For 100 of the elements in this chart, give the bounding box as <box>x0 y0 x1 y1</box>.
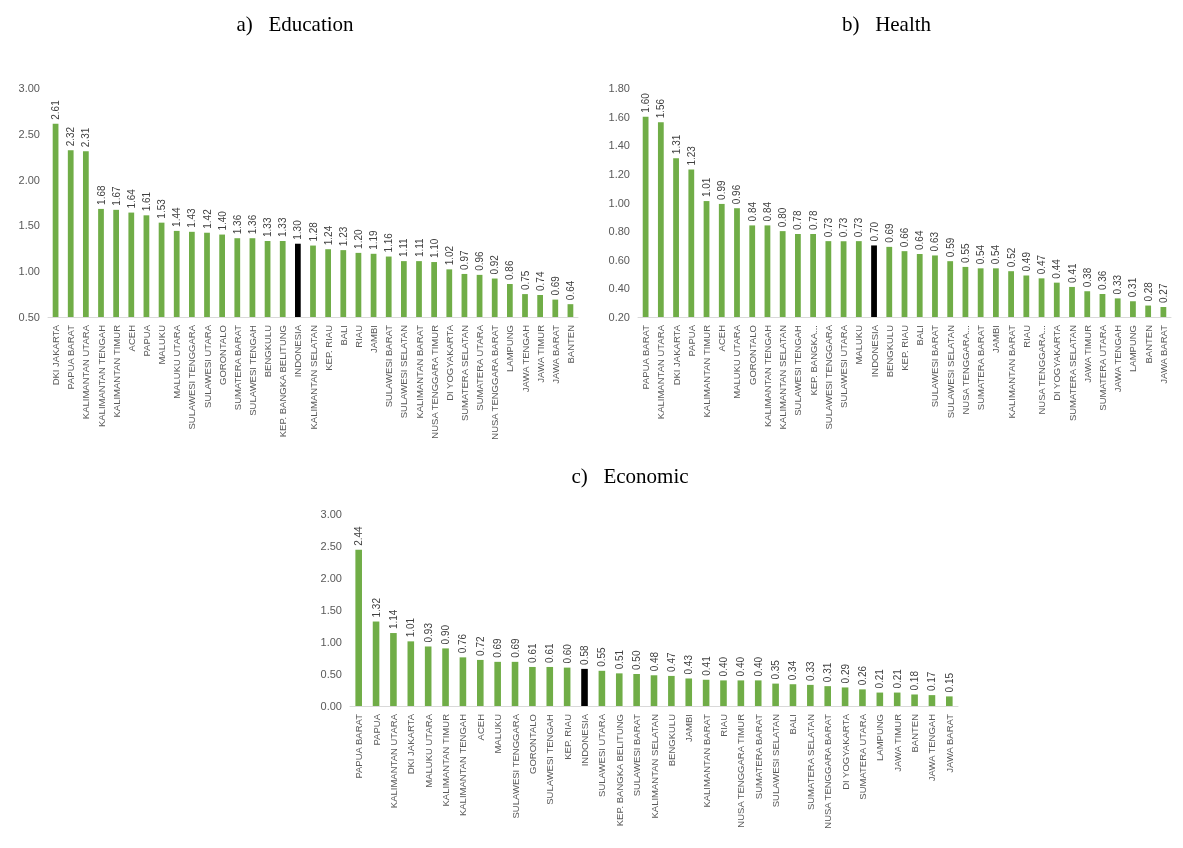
x-tick-label: RIAU <box>352 324 364 348</box>
bar <box>494 661 501 706</box>
x-tick-label: PAPUA BARAT <box>353 713 365 779</box>
bar <box>581 668 588 706</box>
x-tick-label: JAMBI <box>368 325 380 353</box>
x-tick-label: SULAWESI UTARA <box>838 324 850 408</box>
data-label: 0.34 <box>787 660 799 681</box>
chart-title: a) Education <box>236 11 355 36</box>
data-label: 0.69 <box>509 637 521 658</box>
bar <box>407 641 415 706</box>
x-tick-label: KALIMANTAN UTARA <box>80 324 92 420</box>
x-tick-label: MALUKU <box>853 324 865 365</box>
x-tick-label: SULAWESI BARAT <box>929 324 941 408</box>
data-label: 1.68 <box>95 185 107 205</box>
x-tick-label: SULAWESI UTARA <box>201 324 213 408</box>
data-label: 2.32 <box>65 126 77 147</box>
x-tick-label: BENGKULU <box>883 324 895 378</box>
data-label: 0.52 <box>1005 247 1017 268</box>
x-tick-label: SULAWESI TENGAH <box>544 713 556 805</box>
y-tick-label: 3.00 <box>320 508 342 520</box>
data-label: 0.26 <box>856 665 868 686</box>
bar <box>946 696 953 706</box>
chart-title: c) Economic <box>571 463 689 488</box>
data-label: 0.28 <box>1142 281 1154 302</box>
x-tick-label: KEP. BANGKA BELITUNG <box>613 714 625 827</box>
data-label: 1.33 <box>262 217 274 237</box>
x-tick-label: GORONTALO <box>216 325 228 385</box>
x-tick-label: JAWA TIMUR <box>891 713 903 772</box>
x-tick-label: RIAU <box>717 713 729 737</box>
y-tick-label: 1.40 <box>608 139 630 152</box>
x-tick-label: KALIMANTAN BARAT <box>1005 324 1017 419</box>
data-label: 0.55 <box>959 243 971 263</box>
data-label: 0.75 <box>519 270 531 291</box>
bar <box>355 549 362 706</box>
data-label: 1.19 <box>368 229 380 250</box>
data-label: 0.78 <box>807 210 819 230</box>
x-tick-label: DI YOGYAKARTA <box>1051 324 1063 401</box>
bar <box>633 674 640 706</box>
data-label: 0.54 <box>975 244 987 265</box>
x-tick-label: GORONTALO <box>746 325 758 385</box>
x-tick-label: BALI <box>337 325 349 346</box>
data-label: 0.73 <box>853 217 865 238</box>
x-tick-label: MALUKU UTARA <box>422 713 434 788</box>
chart-title: b) Health <box>841 11 932 36</box>
data-label: 0.63 <box>929 231 941 252</box>
data-label: 1.16 <box>383 232 395 253</box>
bar <box>702 679 710 706</box>
x-tick-label: ACEH <box>716 324 728 352</box>
y-tick-label: 1.80 <box>608 82 630 94</box>
y-tick-label: 0.40 <box>608 282 630 295</box>
x-tick-label: NUSA TENGGARA BARAT <box>489 324 501 440</box>
x-tick-label: KEP. BANGKA... <box>807 325 819 396</box>
x-tick-label: JAWA TIMUR <box>1081 324 1093 383</box>
data-label: 1.10 <box>428 238 440 259</box>
x-tick-label: DKI JAKARTA <box>405 713 417 775</box>
bar <box>442 648 449 706</box>
x-tick-label: JAWA BARAT <box>1157 324 1169 384</box>
x-tick-label: DKI JAKARTA <box>50 324 62 386</box>
data-label: 0.96 <box>731 184 743 205</box>
data-label: 2.61 <box>50 99 62 120</box>
x-tick-label: BALI <box>787 714 799 735</box>
bar <box>841 687 849 706</box>
x-tick-label: SULAWESI SELATAN <box>398 324 410 419</box>
data-label: 0.47 <box>1036 254 1048 275</box>
data-label: 0.40 <box>717 656 729 677</box>
x-tick-label: KALIMANTAN SELATAN <box>777 324 789 430</box>
x-tick-label: KALIMANTAN UTARA <box>655 324 667 420</box>
data-label: 0.69 <box>549 275 561 296</box>
x-tick-label: PAPUA BARAT <box>65 324 77 390</box>
x-tick-label: BENGKULU <box>262 324 274 378</box>
bar <box>859 689 866 706</box>
y-tick-label: 1.50 <box>320 604 342 616</box>
data-label: 0.60 <box>561 643 573 664</box>
x-tick-label: SULAWESI UTARA <box>596 713 608 797</box>
x-tick-label: SULAWESI TENGGARA <box>186 324 198 430</box>
x-tick-label: KALIMANTAN UTARA <box>387 713 399 809</box>
bar <box>807 684 814 706</box>
x-tick-label: SULAWESI TENGGARA <box>509 713 521 819</box>
data-label: 1.36 <box>246 214 258 235</box>
x-tick-label: SULAWESI TENGAH <box>246 324 258 416</box>
data-label: 1.67 <box>110 185 122 206</box>
x-tick-label: SUMATERA SELATAN <box>804 713 816 811</box>
x-tick-label: NUSA TENGGARA... <box>1036 325 1048 415</box>
data-label: 1.36 <box>231 214 243 235</box>
data-label: 1.23 <box>685 145 697 166</box>
data-label: 0.84 <box>761 201 773 222</box>
data-label: 0.31 <box>822 662 834 683</box>
data-label: 1.24 <box>322 225 334 246</box>
x-tick-label: LAMPUNG <box>1127 325 1139 372</box>
bar <box>772 683 779 706</box>
data-label: 1.33 <box>277 217 289 237</box>
data-label: 0.15 <box>943 672 955 693</box>
data-label: 1.60 <box>640 92 652 113</box>
bar <box>511 661 519 706</box>
data-label: 1.20 <box>352 228 364 249</box>
bar <box>546 666 554 706</box>
bar <box>928 695 936 706</box>
data-label: 0.54 <box>990 244 1002 265</box>
bar <box>563 667 571 706</box>
x-tick-label: BENGKULU <box>665 713 677 767</box>
